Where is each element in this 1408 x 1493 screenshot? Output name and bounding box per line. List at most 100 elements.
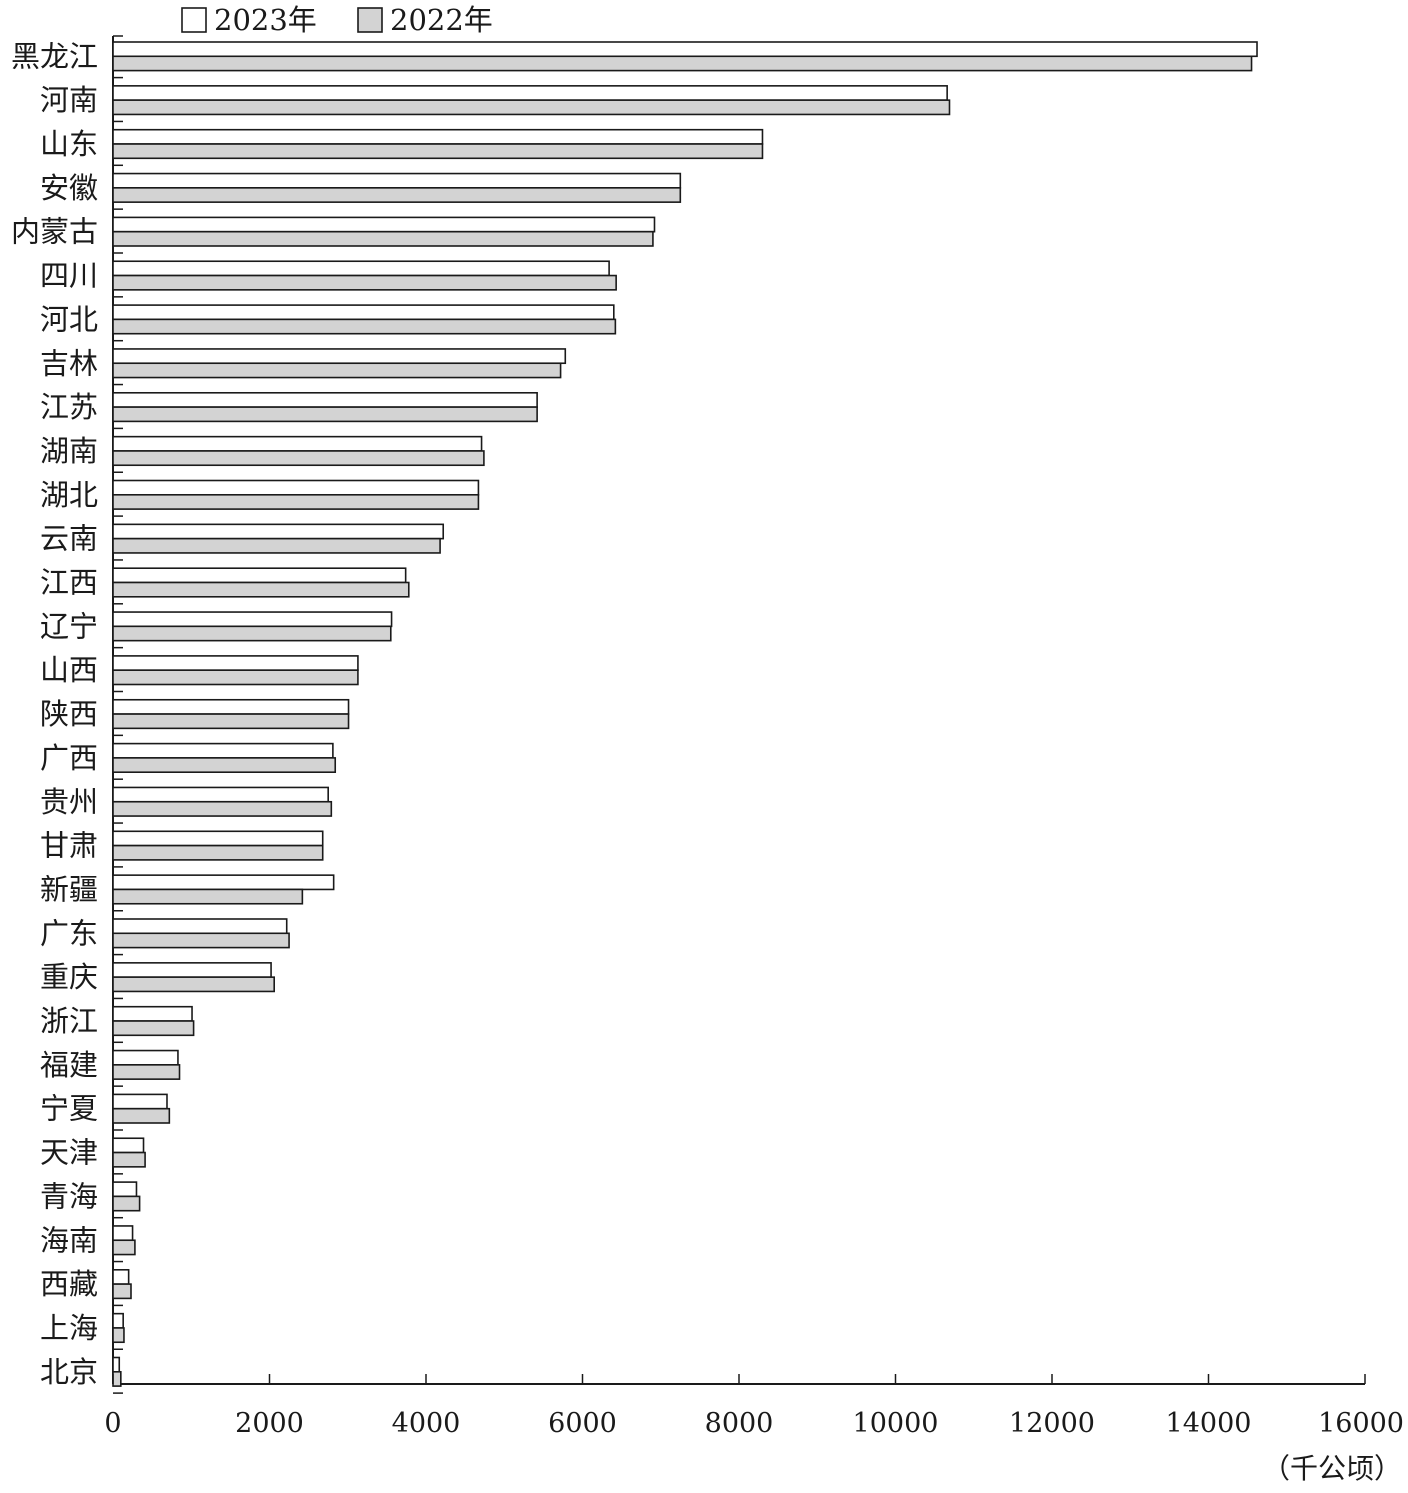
bar-series-2 xyxy=(112,230,654,247)
category-label: 青海 xyxy=(40,1179,98,1213)
bar-series-1 xyxy=(112,435,483,452)
bar-series-2 xyxy=(112,1107,171,1124)
bar-series-2 xyxy=(112,1371,122,1387)
category-label: 山西 xyxy=(40,653,98,687)
bar-series-2 xyxy=(112,1239,136,1256)
bar-series-1 xyxy=(112,962,272,978)
bar-series-1 xyxy=(112,742,334,759)
x-tick-label: 2000 xyxy=(235,1408,304,1439)
bar-series-2 xyxy=(112,537,441,554)
category-label: 广西 xyxy=(40,741,98,775)
legend-swatch-1 xyxy=(181,7,207,33)
bar-series-1 xyxy=(112,830,324,847)
x-tick-label: 10000 xyxy=(853,1408,939,1439)
bar-series-2 xyxy=(112,625,392,642)
category-label: 宁夏 xyxy=(40,1092,98,1126)
bar-series-2 xyxy=(112,55,1253,72)
x-tick-label: 12000 xyxy=(1009,1408,1095,1439)
bar-series-1 xyxy=(112,1137,145,1154)
category-label: 四川 xyxy=(40,259,98,293)
x-tick-label: 6000 xyxy=(548,1408,617,1439)
x-tick-label: 14000 xyxy=(1166,1408,1252,1439)
category-label: 福建 xyxy=(40,1048,98,1082)
bar-series-1 xyxy=(112,1181,138,1198)
bar-series-2 xyxy=(112,493,480,510)
category-label: 山东 xyxy=(40,127,98,161)
bar-series-1 xyxy=(112,523,445,540)
bar-series-1 xyxy=(112,1005,193,1022)
bar-series-2 xyxy=(112,274,617,291)
category-label: 贵州 xyxy=(40,785,98,819)
bar-series-1 xyxy=(112,260,610,277)
x-tick-label: 4000 xyxy=(392,1408,461,1439)
bar-series-2 xyxy=(112,669,359,686)
bar-series-1 xyxy=(112,1225,134,1242)
bar-series-1 xyxy=(112,304,615,321)
category-label: 吉林 xyxy=(40,346,98,380)
bar-series-2 xyxy=(112,844,324,861)
bar-series-1 xyxy=(112,1356,121,1373)
bar-series-2 xyxy=(112,143,764,160)
category-label: 河南 xyxy=(40,83,98,117)
category-label: 辽宁 xyxy=(40,609,98,643)
bar-series-1 xyxy=(112,128,764,145)
category-label: 海南 xyxy=(40,1223,98,1257)
bar-series-2 xyxy=(112,99,951,116)
bar-series-2 xyxy=(112,1195,141,1212)
bar-series-2 xyxy=(112,406,538,423)
category-label: 江苏 xyxy=(40,390,98,424)
bar-series-1 xyxy=(112,348,567,365)
category-label: 内蒙古 xyxy=(11,215,98,249)
category-label: 广东 xyxy=(40,916,98,950)
bar-series-2 xyxy=(112,1064,181,1080)
x-axis-unit-label: （千公顷） xyxy=(1262,1452,1402,1485)
bar-series-2 xyxy=(112,450,485,467)
bar-series-2 xyxy=(112,976,275,993)
bar-series-1 xyxy=(112,786,329,803)
bar-series-1 xyxy=(112,1269,130,1285)
bar-series-1 xyxy=(112,874,335,891)
bar-series-1 xyxy=(112,611,393,628)
category-label: 浙江 xyxy=(40,1004,98,1038)
category-label: 北京 xyxy=(40,1355,98,1389)
bar-series-2 xyxy=(112,800,333,817)
bar-series-1 xyxy=(112,216,656,233)
bar-series-2 xyxy=(112,1151,146,1168)
category-label: 云南 xyxy=(40,522,98,556)
category-label: 陕西 xyxy=(40,697,98,731)
legend-swatch-2 xyxy=(357,7,383,33)
legend-label-2: 2022年 xyxy=(390,3,493,37)
bar-series-2 xyxy=(112,581,410,598)
x-tick-label: 8000 xyxy=(705,1408,774,1439)
bar-series-2 xyxy=(112,757,337,774)
bar-series-2 xyxy=(112,318,617,335)
bar-series-1 xyxy=(112,172,682,189)
x-tick-label: 16000 xyxy=(1318,1408,1404,1439)
category-label: 上海 xyxy=(40,1311,98,1345)
category-label: 天津 xyxy=(40,1136,98,1170)
x-tick-label: 0 xyxy=(104,1408,121,1439)
category-label: 新疆 xyxy=(40,872,98,906)
bar-series-2 xyxy=(112,187,682,203)
bar-series-1 xyxy=(112,1312,124,1329)
category-label: 黑龙江 xyxy=(11,39,98,73)
bar-series-1 xyxy=(112,567,407,584)
category-label: 甘肃 xyxy=(40,829,98,863)
category-label: 河北 xyxy=(40,302,98,336)
bar-series-2 xyxy=(112,362,562,379)
bar-series-2 xyxy=(112,1283,132,1300)
bar-series-2 xyxy=(112,1327,125,1344)
category-label: 江西 xyxy=(40,566,98,600)
bar-series-2 xyxy=(112,713,350,730)
category-label: 湖北 xyxy=(40,478,98,512)
bar-series-1 xyxy=(112,41,1258,58)
bar-series-1 xyxy=(112,479,480,496)
category-label: 安徽 xyxy=(40,171,98,205)
bar-series-1 xyxy=(112,1049,179,1066)
bar-series-1 xyxy=(112,391,538,408)
bar-series-1 xyxy=(112,655,359,672)
legend-label-1: 2023年 xyxy=(214,3,317,37)
bar-series-2 xyxy=(112,932,290,949)
